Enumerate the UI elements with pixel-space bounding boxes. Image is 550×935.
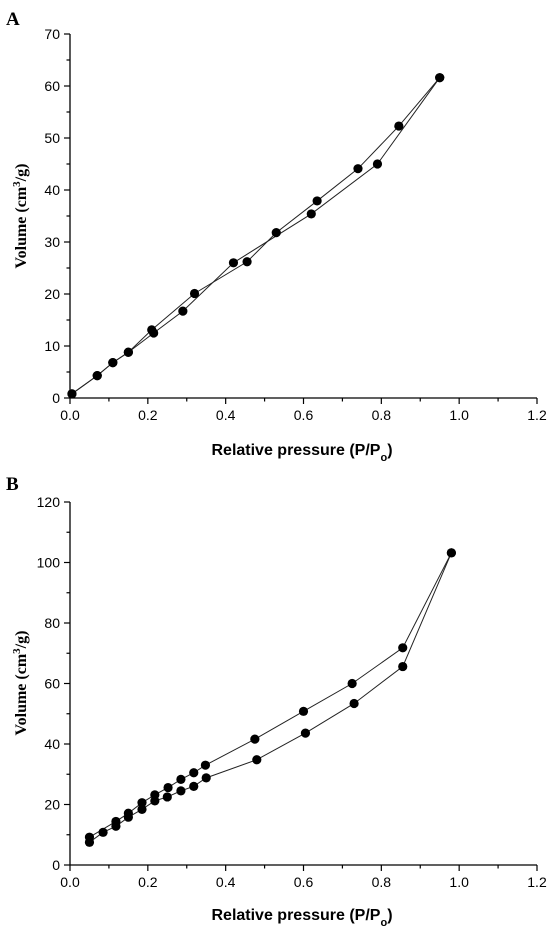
- data-point: [298, 706, 309, 716]
- x-axis-title: Relative pressure (P/Po): [211, 442, 392, 464]
- x-tick-label: 0.6: [294, 407, 314, 423]
- data-point: [353, 164, 363, 174]
- data-point: [108, 358, 118, 368]
- x-tick-label: 0.6: [294, 874, 314, 890]
- data-point: [189, 768, 199, 778]
- data-point: [137, 798, 147, 808]
- panel-label: B: [6, 474, 19, 495]
- data-point: [176, 774, 186, 784]
- x-tick-label: 1.2: [527, 874, 547, 890]
- y-tick-label: 0: [52, 857, 60, 873]
- data-point: [347, 678, 357, 689]
- x-tick-label: 0.2: [138, 407, 158, 423]
- data-point: [435, 73, 445, 83]
- y-axis-title: Volume (cm3/g): [11, 631, 30, 736]
- data-point: [398, 661, 408, 672]
- data-point: [67, 389, 77, 399]
- data-point: [242, 257, 252, 267]
- data-point: [398, 643, 408, 653]
- data-point: [176, 786, 186, 796]
- y-tick-label: 40: [44, 736, 60, 752]
- data-point: [200, 760, 211, 770]
- data-point: [349, 698, 359, 709]
- y-tick-label: 80: [44, 615, 60, 631]
- data-point: [306, 209, 316, 219]
- data-point: [271, 228, 281, 238]
- series-line-2: [89, 552, 452, 838]
- data-point: [162, 792, 172, 802]
- data-point: [163, 782, 173, 793]
- series-layer: [67, 73, 445, 399]
- data-point: [84, 832, 95, 842]
- data-point: [189, 781, 199, 791]
- y-axis-title: Volume (cm3/g): [11, 164, 30, 269]
- y-tick-label: 60: [44, 78, 60, 94]
- data-point: [111, 816, 121, 827]
- x-axis-title: Relative pressure (P/Po): [211, 907, 392, 929]
- data-point: [372, 159, 383, 169]
- x-tick-label: 1.0: [449, 407, 469, 423]
- data-point: [300, 728, 311, 738]
- x-tick-label: 0.4: [216, 407, 236, 423]
- data-point: [446, 548, 456, 558]
- x-tick-label: 0.4: [216, 874, 236, 890]
- y-tick-label: 50: [44, 130, 60, 146]
- y-tick-label: 100: [37, 555, 61, 571]
- series-line-1: [71, 77, 441, 395]
- x-tick-label: 0.0: [60, 407, 80, 423]
- data-point: [252, 755, 262, 765]
- data-point: [228, 258, 239, 268]
- y-tick-label: 10: [44, 338, 60, 354]
- x-tick-label: 0.8: [372, 874, 392, 890]
- data-point: [312, 196, 322, 206]
- y-tick-label: 20: [44, 286, 60, 302]
- series-layer: [84, 548, 456, 847]
- y-tick-label: 20: [44, 797, 60, 813]
- axes-layer: 0.0 0.2 0.4 0.6 0.8 1.0 1.2 0 10 20 30 40 50 60 70: [44, 26, 547, 423]
- axes-layer: 0.0 0.2 0.4 0.6 0.8 1.0 1.2 0 20 40 60 80 100 120: [37, 494, 547, 890]
- data-point: [147, 325, 157, 335]
- data-point: [123, 347, 133, 357]
- data-point: [189, 288, 200, 299]
- data-point: [150, 790, 160, 800]
- y-tick-label: 0: [52, 390, 60, 406]
- data-point: [250, 734, 260, 744]
- x-tick-label: 0.2: [138, 874, 158, 890]
- x-tick-label: 0.0: [60, 874, 80, 890]
- data-point: [394, 121, 404, 131]
- y-tick-label: 70: [44, 26, 60, 42]
- series-line-2: [71, 77, 441, 395]
- x-tick-label: 0.8: [372, 407, 392, 423]
- chart-panel-a: A 0.0 0.2 0.4 0.6 0.8 1.0 1.2 0 10 20 30 40 50 60 70 R…: [6, 9, 547, 464]
- panel-label: A: [6, 9, 20, 30]
- y-tick-label: 120: [37, 494, 61, 510]
- y-tick-label: 40: [44, 182, 60, 198]
- data-point: [98, 827, 108, 837]
- data-point: [201, 773, 211, 783]
- x-tick-label: 1.0: [449, 874, 469, 890]
- data-point: [137, 804, 147, 814]
- y-tick-label: 30: [44, 234, 60, 250]
- data-point: [92, 371, 102, 381]
- data-point: [178, 306, 188, 316]
- chart-panel-b: B 0.0 0.2 0.4 0.6 0.8 1.0 1.2 0 20 40 60 80 100 120 R…: [6, 474, 547, 929]
- x-tick-label: 1.2: [527, 407, 547, 423]
- data-point: [123, 808, 133, 818]
- y-tick-label: 60: [44, 676, 60, 692]
